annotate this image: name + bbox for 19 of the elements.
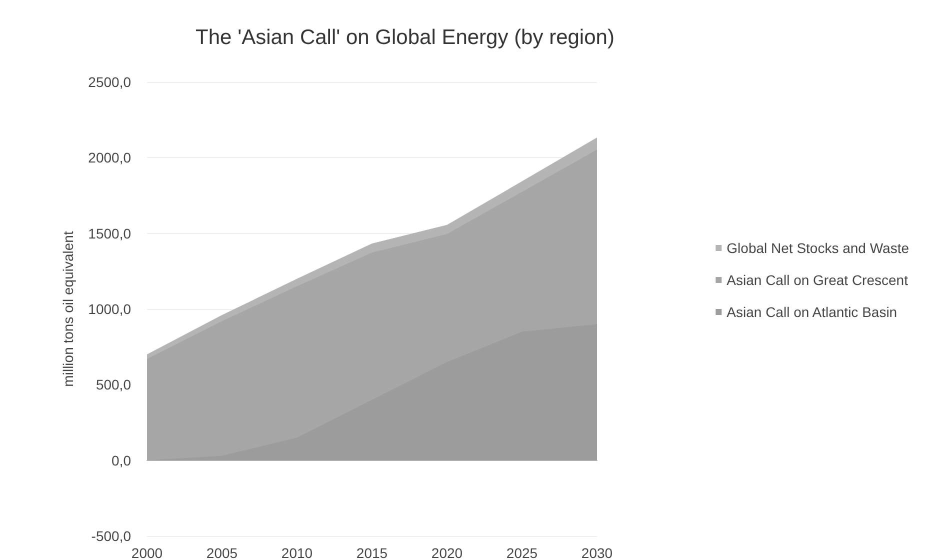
y-tick-label: 1000,0 xyxy=(88,301,132,317)
x-tick-label: 2025 xyxy=(506,545,538,560)
x-tick-label: 2020 xyxy=(431,545,463,560)
x-tick-label: 2005 xyxy=(206,545,238,560)
x-tick-label: 2030 xyxy=(581,545,613,560)
x-tick-label: 2015 xyxy=(356,545,388,560)
legend-label: Asian Call on Great Crescent xyxy=(726,272,908,288)
y-axis-title: million tons oil equivalent xyxy=(60,231,76,387)
y-tick-label: 2000,0 xyxy=(88,150,132,166)
legend-label: Global Net Stocks and Waste xyxy=(726,240,910,256)
x-tick-label: 2010 xyxy=(281,545,313,560)
y-tick-label: 0,0 xyxy=(112,452,132,468)
y-tick-label: 1500,0 xyxy=(88,225,132,242)
x-tick-label: 2000 xyxy=(131,545,163,560)
y-tick-label: 2500,0 xyxy=(88,74,132,90)
chart-title: The 'Asian Call' on Global Energy (by region) xyxy=(196,26,614,49)
legend-label: Asian Call on Atlantic Basin xyxy=(726,304,898,320)
y-tick-label: 500,0 xyxy=(96,376,132,393)
y-tick-label: -500,0 xyxy=(91,528,132,544)
